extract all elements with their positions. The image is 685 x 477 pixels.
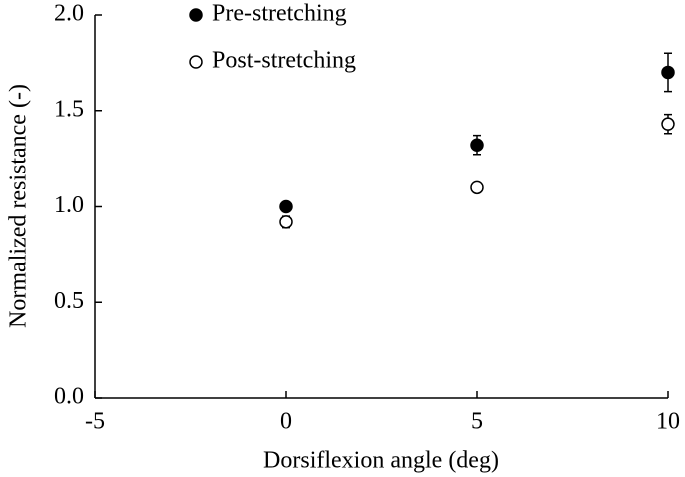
point — [661, 117, 675, 131]
x-axis-title: Dorsiflexion angle (deg) — [263, 448, 499, 474]
y-tick-label: 2.0 — [54, 1, 84, 27]
legend-label: Post-stretching — [212, 48, 356, 74]
x-tick-label: 0 — [280, 409, 292, 435]
point — [661, 65, 675, 80]
point — [279, 199, 293, 214]
y-tick-label: 0.0 — [54, 384, 84, 410]
y-tick-label: 1.0 — [54, 192, 84, 218]
point — [470, 180, 484, 195]
x-tick-label: -5 — [85, 409, 105, 435]
legend-label: Pre-stretching — [212, 1, 347, 27]
x-tick-label: 10 — [656, 409, 680, 435]
x-tick-label: 5 — [471, 409, 483, 435]
point — [279, 215, 293, 229]
y-tick-label: 0.5 — [54, 288, 84, 314]
legend-marker — [189, 8, 203, 22]
point — [470, 138, 484, 152]
y-tick-label: 1.5 — [54, 96, 84, 122]
y-axis-title: Normalized resistance (-) — [6, 84, 32, 328]
legend-marker — [189, 55, 203, 69]
